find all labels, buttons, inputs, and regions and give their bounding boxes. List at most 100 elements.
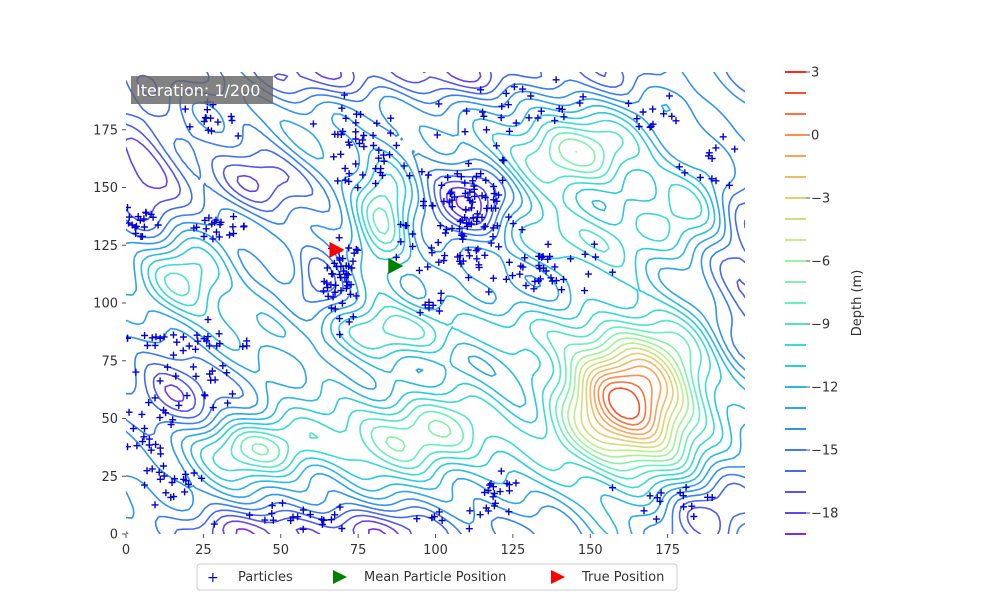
particle-263 bbox=[477, 86, 485, 94]
particle-484 bbox=[731, 145, 739, 153]
particle-14 bbox=[350, 249, 358, 257]
particle-342 bbox=[229, 390, 236, 398]
particle-196 bbox=[530, 285, 538, 293]
legend-particles-symbol: + bbox=[207, 570, 219, 586]
particle-57 bbox=[370, 142, 377, 149]
particle-244 bbox=[435, 100, 443, 108]
particle-89 bbox=[353, 110, 360, 118]
particle-252 bbox=[504, 101, 512, 109]
particle-289 bbox=[200, 233, 208, 240]
particle-458 bbox=[653, 494, 661, 502]
colorbar-tick-label-3: 0 bbox=[811, 129, 819, 144]
particle-205 bbox=[558, 286, 566, 294]
contour-level-0 bbox=[235, 195, 473, 534]
particle-331 bbox=[169, 416, 177, 424]
particle-345 bbox=[201, 392, 209, 400]
particle-242 bbox=[551, 117, 559, 125]
legend-particles-label: Particles bbox=[238, 570, 293, 585]
y-tick-label-2: 50 bbox=[101, 412, 118, 427]
particle-112 bbox=[499, 176, 507, 184]
particle-142 bbox=[441, 252, 449, 260]
x-tick-label-0: 0 bbox=[122, 543, 130, 558]
particle-456 bbox=[676, 489, 684, 497]
particle-161 bbox=[475, 261, 483, 269]
colorbar-tick-label-0: 3 bbox=[811, 66, 819, 81]
particle-125 bbox=[487, 239, 495, 247]
particle-306 bbox=[204, 126, 212, 134]
legend: + Particles Mean Particle Position True … bbox=[196, 563, 678, 591]
particle-255 bbox=[519, 85, 527, 93]
particle-22 bbox=[332, 281, 340, 289]
particle-90 bbox=[334, 130, 342, 138]
particle-471 bbox=[635, 123, 643, 130]
particle-127 bbox=[482, 176, 490, 184]
particle-77 bbox=[352, 119, 360, 127]
particle-10 bbox=[347, 281, 355, 289]
particle-147 bbox=[440, 257, 448, 264]
particle-284 bbox=[202, 225, 210, 233]
particle-13 bbox=[338, 299, 346, 307]
particle-386 bbox=[156, 444, 164, 452]
particle-423 bbox=[299, 525, 307, 533]
particle-138 bbox=[481, 193, 489, 201]
particle-402 bbox=[182, 470, 190, 478]
particle-76 bbox=[330, 153, 338, 161]
particle-243 bbox=[506, 127, 513, 135]
particle-102 bbox=[495, 243, 503, 251]
particle-211 bbox=[567, 255, 575, 263]
particle-313 bbox=[214, 118, 222, 126]
particle-106 bbox=[415, 266, 423, 274]
particle-374 bbox=[140, 433, 148, 441]
particle-133 bbox=[471, 192, 479, 200]
particle-389 bbox=[168, 479, 176, 486]
particle-281 bbox=[136, 216, 144, 224]
particle-85 bbox=[380, 157, 388, 165]
particle-119 bbox=[493, 222, 501, 230]
particle-335 bbox=[151, 394, 159, 402]
particle-150 bbox=[456, 225, 463, 233]
particle-391 bbox=[160, 472, 168, 480]
y-tick-label-7: 175 bbox=[93, 123, 118, 138]
particle-84 bbox=[380, 151, 388, 159]
particle-380 bbox=[145, 399, 153, 407]
particle-95 bbox=[448, 224, 456, 232]
particle-248 bbox=[558, 105, 566, 113]
contour-level-13 bbox=[567, 150, 689, 458]
particle-318 bbox=[156, 377, 164, 385]
particle-20 bbox=[349, 313, 357, 321]
particle-markers bbox=[126, 76, 739, 533]
particle-187 bbox=[483, 204, 491, 212]
particle-195 bbox=[470, 182, 478, 190]
legend-mean-label: Mean Particle Position bbox=[364, 570, 506, 585]
particle-333 bbox=[224, 399, 232, 407]
particle-400 bbox=[151, 501, 159, 509]
particle-179 bbox=[474, 213, 481, 221]
particle-441 bbox=[490, 502, 498, 510]
particle-269 bbox=[140, 223, 148, 231]
contour-level-16 bbox=[585, 352, 674, 444]
particle-403 bbox=[180, 475, 188, 483]
particle-295 bbox=[226, 231, 233, 239]
particle-18 bbox=[336, 331, 344, 338]
particle-26 bbox=[340, 267, 347, 275]
particle-439 bbox=[486, 481, 494, 489]
particle-334 bbox=[219, 362, 227, 370]
particle-317 bbox=[181, 105, 189, 113]
particle-448 bbox=[435, 508, 443, 516]
contour-level-10 bbox=[164, 126, 708, 480]
contour-level-17 bbox=[589, 358, 669, 440]
particle-249 bbox=[576, 99, 584, 107]
particle-395 bbox=[156, 475, 164, 483]
particle-136 bbox=[453, 170, 461, 178]
particle-230 bbox=[535, 277, 543, 285]
particle-55 bbox=[387, 114, 395, 122]
particle-167 bbox=[499, 156, 507, 164]
particle-401 bbox=[162, 489, 170, 497]
particle-178 bbox=[480, 223, 488, 231]
particle-204 bbox=[418, 168, 426, 176]
particle-446 bbox=[489, 493, 497, 501]
particle-468 bbox=[665, 92, 673, 100]
particle-406 bbox=[141, 481, 149, 489]
particle-430 bbox=[484, 486, 492, 494]
particle-328 bbox=[170, 351, 177, 359]
